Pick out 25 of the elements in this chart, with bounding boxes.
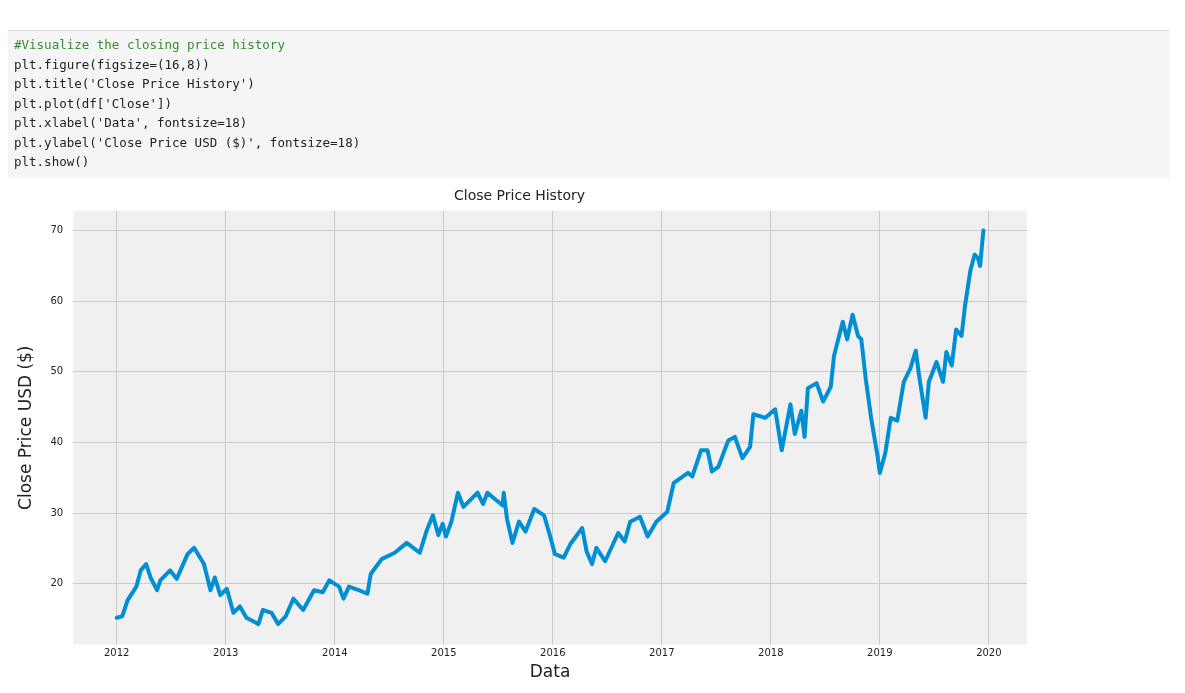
text: plt.plot(df['Close']) xyxy=(14,94,174,113)
y-tick-label: 50 xyxy=(50,364,64,376)
y-axis-title: Close Price USD ($) xyxy=(14,345,35,510)
y-tick-label: 30 xyxy=(50,506,64,518)
x-tick-label: 2015 xyxy=(431,646,457,658)
x-tick-label: 2013 xyxy=(213,646,239,658)
x-tick-label: 2014 xyxy=(322,646,348,658)
text: plt.ylabel('Close Price USD ($)', fontsize=18) xyxy=(14,133,362,152)
x-tick-label: 2020 xyxy=(976,646,1002,658)
chart-title: Close Price History xyxy=(454,186,585,203)
y-tick-label: 20 xyxy=(50,576,64,588)
x-axis-title: Data xyxy=(529,660,571,681)
x-tick-label: 2016 xyxy=(540,646,566,658)
y-tick-label: 60 xyxy=(50,294,64,306)
x-tick-label: 2012 xyxy=(104,646,130,658)
y-tick-label: 40 xyxy=(50,435,64,447)
y-tick-label: 70 xyxy=(50,223,64,235)
text: plt.figure(figsize=(16,8)) xyxy=(14,55,211,74)
text: #Visualize the closing price history xyxy=(14,36,286,54)
x-tick-label: 2018 xyxy=(758,646,784,658)
text: plt.xlabel('Data', fontsize=18) xyxy=(14,114,249,132)
x-tick-label: 2019 xyxy=(867,646,893,658)
text: plt.show() xyxy=(14,153,91,171)
x-tick-label: 2017 xyxy=(649,646,675,658)
text: plt.title('Close Price History') xyxy=(14,75,256,93)
